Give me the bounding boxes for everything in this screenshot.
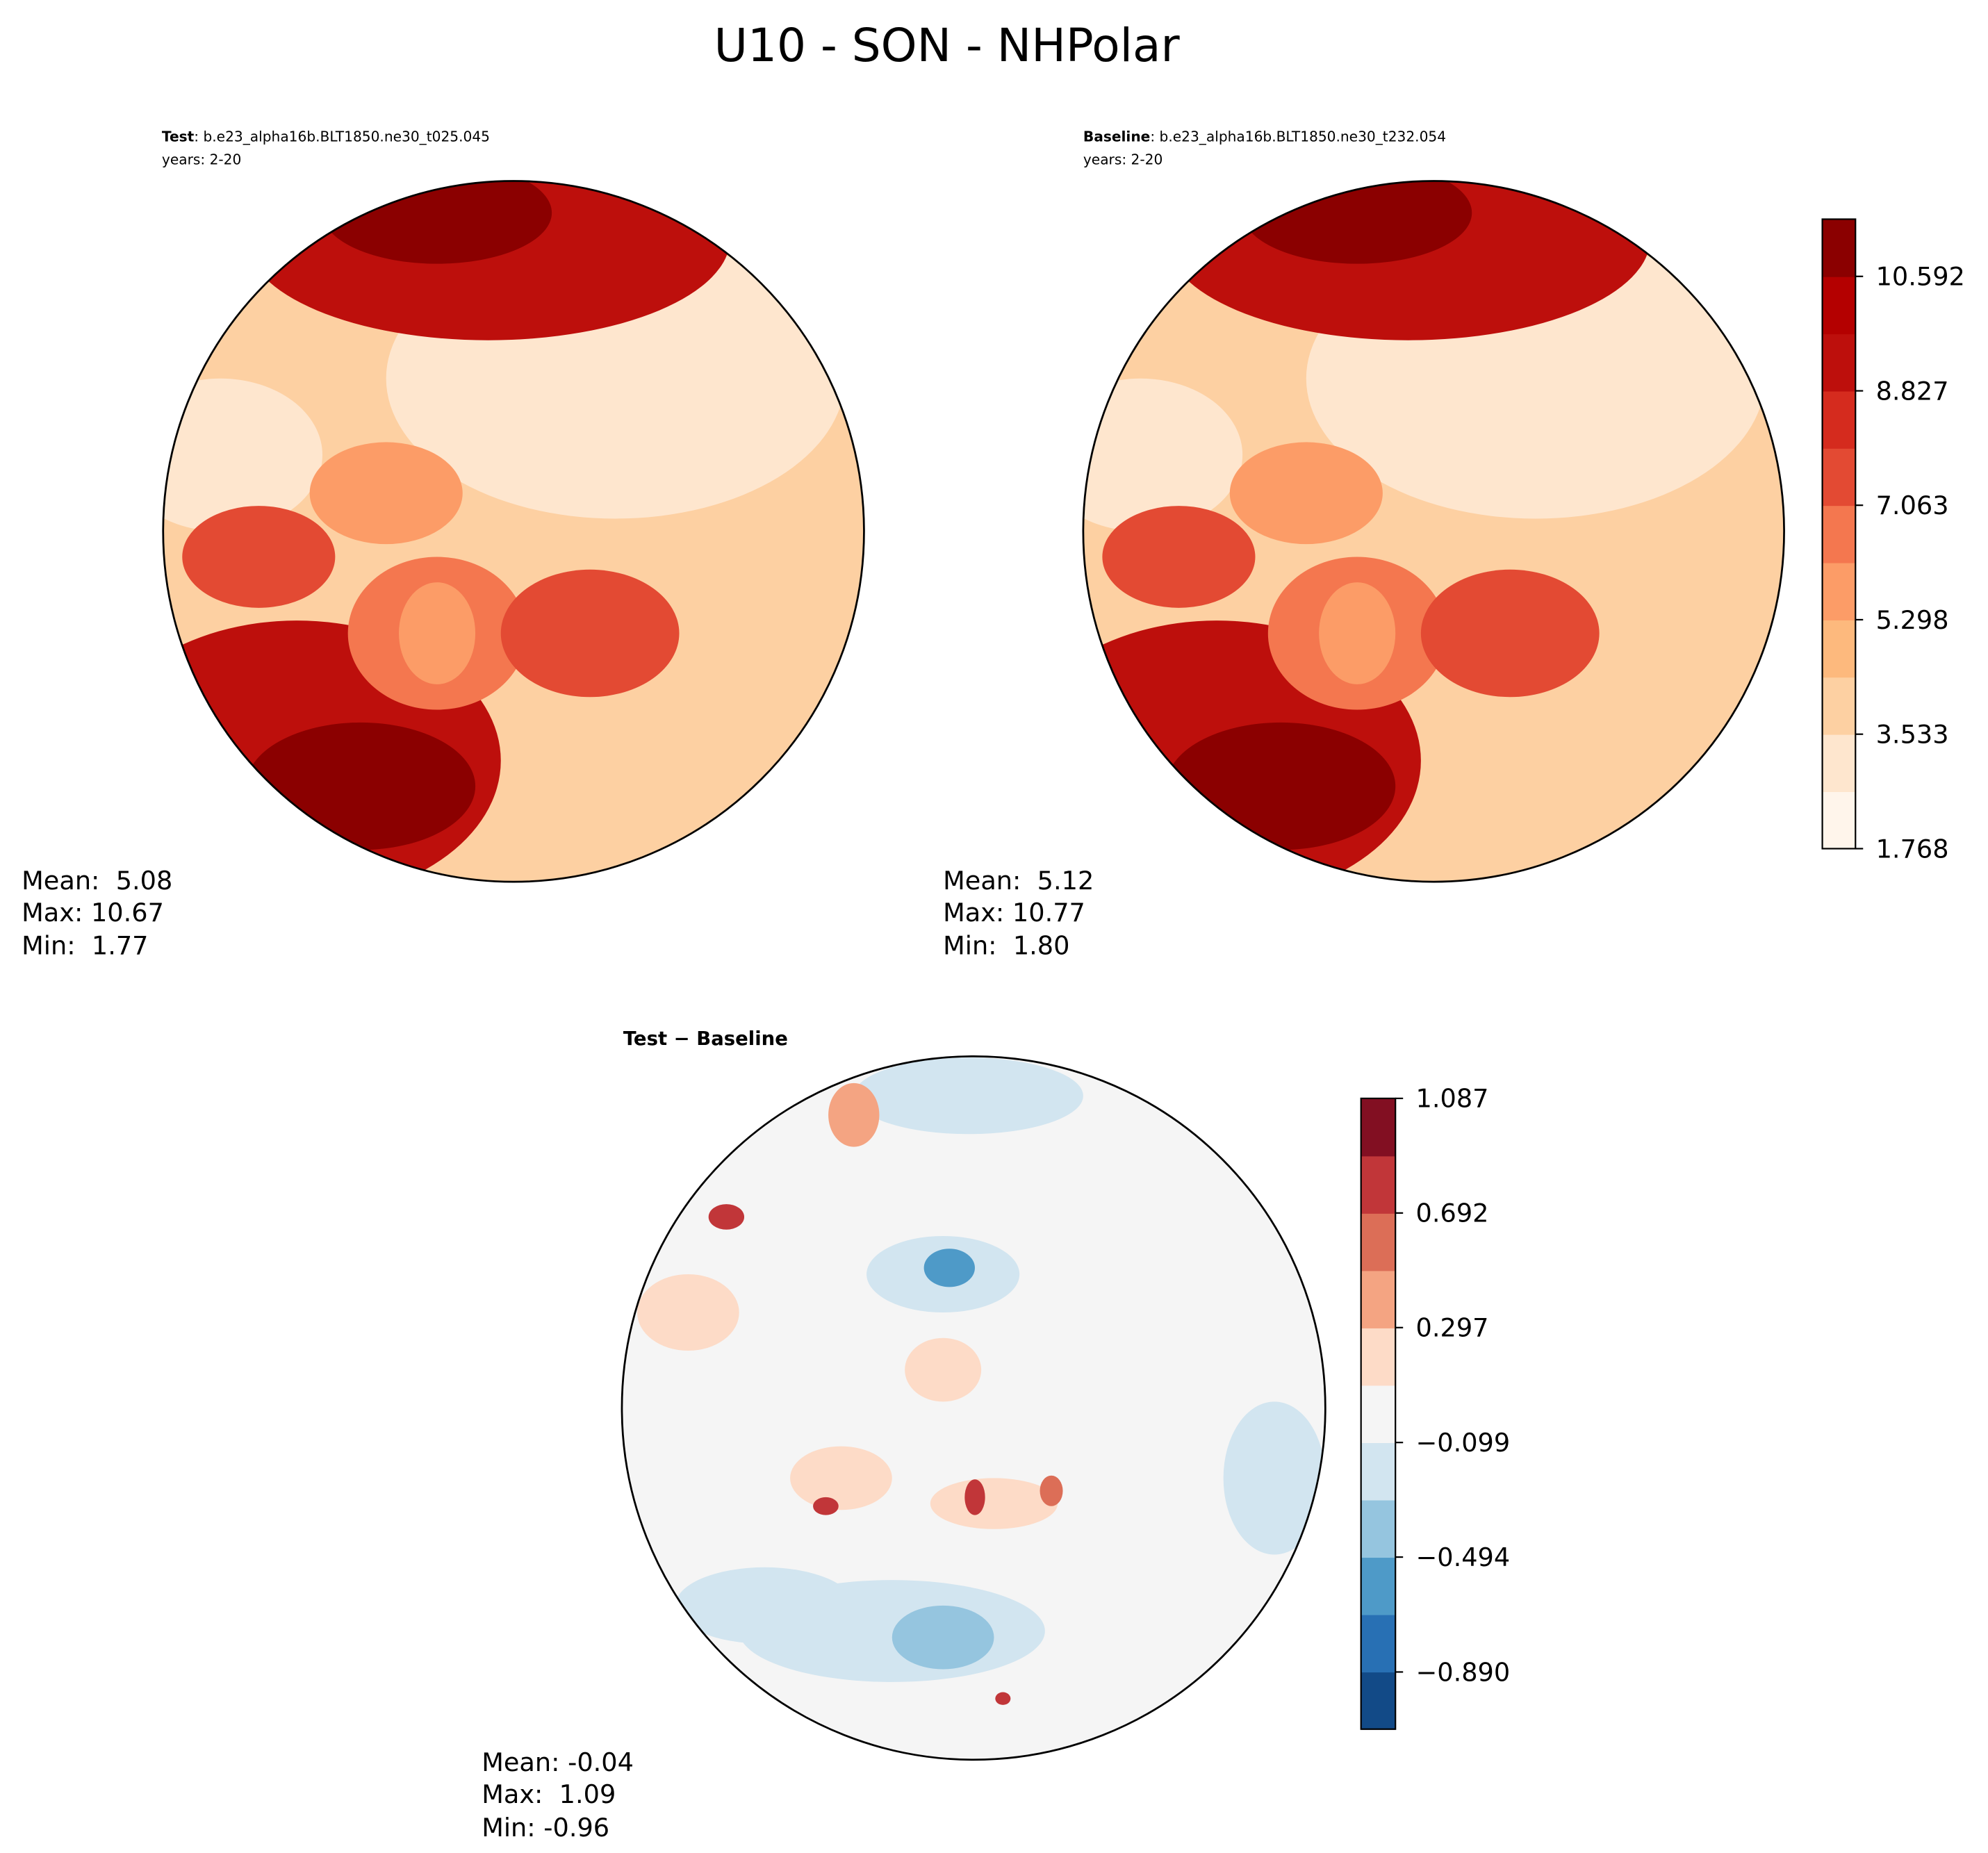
colorbar-band [1361,1614,1396,1673]
colorbar-tick-label: 0.692 [1416,1199,1489,1228]
panel-title: Test − Baseline [623,1028,788,1050]
case-name: : b.e23_alpha16b.BLT1850.ne30_t025.045 [194,129,490,145]
panel-difference: Test − Baseline Mean: -0.04 Max: 1.09 Mi… [482,1028,1326,1843]
colorbar-tick-label: −0.890 [1416,1657,1511,1687]
map-boundary [621,1055,1326,1761]
panel-label: Test [162,129,195,145]
colorbar-band [1822,562,1856,620]
colorbar-band [1361,1270,1396,1328]
colorbar-band [1822,677,1856,735]
stat: Min: 1.77 [22,931,148,961]
panel-title: Test: b.e23_alpha16b.BLT1850.ne30_t025.0… [162,129,490,145]
stat: Max: 1.09 [482,1779,616,1809]
stat: Mean: 5.08 [22,866,172,896]
colorbar-band [1361,1557,1396,1615]
case-name: : b.e23_alpha16b.BLT1850.ne30_t232.054 [1150,129,1446,145]
panel-baseline: Baseline: b.e23_alpha16b.BLT1850.ne30_t2… [943,129,1785,961]
stat: Max: 10.67 [22,898,164,928]
colorbar-band [1822,505,1856,563]
figure-title: U10 - SON - NHPolar [714,19,1181,72]
stat: Mean: -0.04 [482,1747,634,1777]
colorbar-band [1822,734,1856,792]
colorbar-band [1822,619,1856,678]
map-boundary [1082,180,1785,883]
colorbar-frame [1821,218,1857,850]
map-boundary [162,180,865,883]
colorbar-band [1822,219,1856,277]
colorbar-band [1822,390,1856,449]
colorbar-tick-label: 1.768 [1876,834,1949,864]
colorbar-tick-label: 0.297 [1416,1313,1489,1343]
years: years: 2-20 [162,151,241,168]
colorbar-band [1361,1385,1396,1443]
colorbar-tick-label: 5.298 [1876,605,1949,635]
stat: Max: 10.77 [943,898,1085,928]
colorbar-band [1361,1098,1396,1157]
colorbar-tick-label: 1.087 [1416,1084,1489,1114]
colorbar-band [1361,1155,1396,1214]
colorbar-band [1361,1672,1396,1730]
colorbar-tick-label: −0.099 [1416,1428,1511,1458]
colorbar-band [1822,447,1856,507]
colorbar-frame [1360,1097,1397,1730]
map-field [621,1056,1326,1760]
stat: Min: 1.80 [943,931,1069,961]
colorbar-tick-label: 10.592 [1876,262,1965,292]
colorbar-tick-label: 8.827 [1876,376,1949,406]
panel-title: Baseline: b.e23_alpha16b.BLT1850.ne30_t2… [1083,129,1446,145]
stat: Min: -0.96 [482,1813,609,1843]
colorbar-tick-label: 3.533 [1876,720,1949,750]
colorbar-band [1361,1212,1396,1271]
colorbar-band [1361,1499,1396,1558]
years: years: 2-20 [1083,151,1163,168]
colorbar-band [1822,791,1856,850]
colorbar-tick-label: 7.063 [1876,491,1949,520]
colorbar-band [1822,333,1856,392]
panel-label: Baseline [1083,129,1150,145]
panel-test: Test: b.e23_alpha16b.BLT1850.ne30_t025.0… [22,129,865,961]
colorbar-band [1361,1442,1396,1501]
colorbar-band [1822,276,1856,335]
stat: Mean: 5.12 [943,866,1094,896]
colorbar-tick-label: −0.494 [1416,1542,1511,1572]
colorbar-band [1361,1328,1396,1386]
